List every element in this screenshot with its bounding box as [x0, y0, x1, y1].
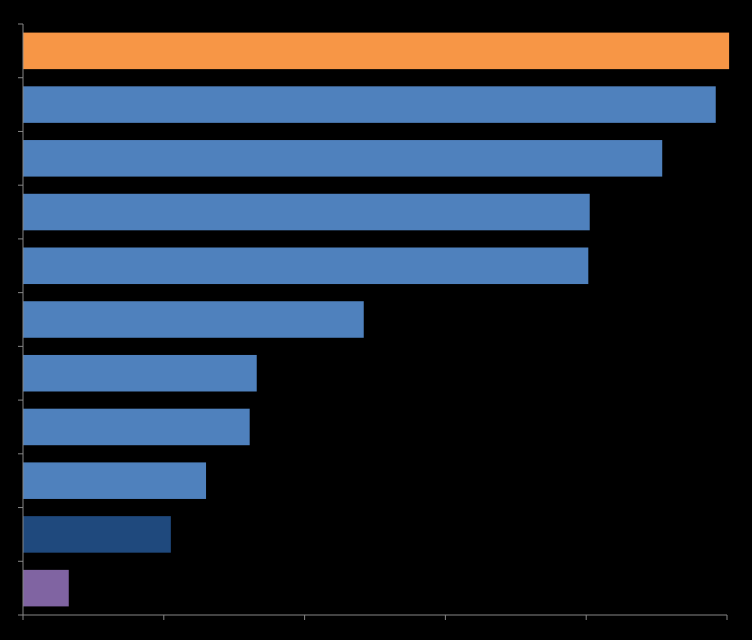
bar	[23, 86, 716, 123]
bar	[23, 569, 69, 607]
bar	[23, 140, 663, 177]
bar	[23, 408, 250, 446]
bar	[23, 516, 171, 553]
bar	[23, 193, 590, 231]
bar	[23, 247, 589, 285]
bar	[23, 354, 257, 392]
bar	[23, 462, 207, 499]
bar	[23, 301, 364, 338]
bar	[23, 32, 730, 70]
